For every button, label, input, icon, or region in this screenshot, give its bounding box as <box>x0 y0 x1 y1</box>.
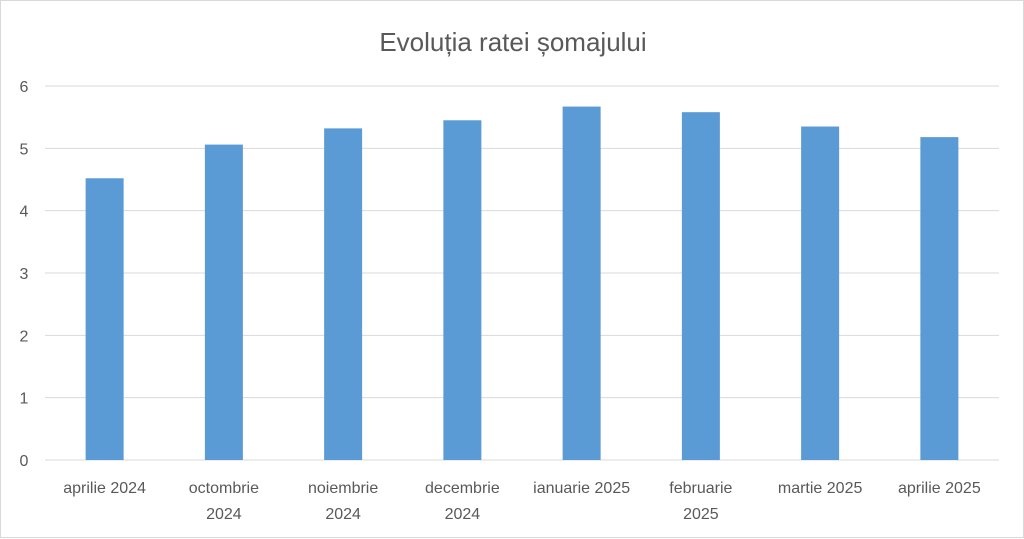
y-tick-label: 4 <box>20 204 29 221</box>
x-tick-label: 2024 <box>445 506 481 523</box>
bars <box>85 106 959 461</box>
bar <box>801 126 840 461</box>
x-tick-label: ianuarie 2025 <box>533 480 630 497</box>
bar <box>562 106 601 460</box>
x-tick-label: 2024 <box>206 506 242 523</box>
y-tick-label: 2 <box>20 328 29 345</box>
x-tick-label: noiembrie <box>308 480 378 497</box>
x-tick-label: februarie <box>669 480 732 497</box>
x-tick-label: decembrie <box>425 480 500 497</box>
x-tick-label: 2024 <box>325 506 361 523</box>
x-tick-label: octombrie <box>189 480 259 497</box>
y-tick-label: 6 <box>20 79 29 96</box>
bar <box>443 120 482 461</box>
bar <box>920 137 959 460</box>
x-tick-label: 2025 <box>683 506 719 523</box>
y-tick-label: 5 <box>20 141 29 158</box>
x-axis-ticks: aprilie 2024 octombrie 2024 noiembrie 2024 de… <box>63 480 981 523</box>
x-tick-label: aprilie 2025 <box>898 480 981 497</box>
x-tick-label: aprilie 2024 <box>63 480 146 497</box>
bar <box>85 178 124 460</box>
chart-title: Evoluția ratei șomajului <box>379 27 646 57</box>
bar <box>204 144 243 461</box>
x-tick-label: martie 2025 <box>778 480 863 497</box>
y-axis-ticks: 0 1 2 3 4 5 6 <box>20 79 29 470</box>
y-tick-label: 0 <box>20 453 29 470</box>
y-tick-label: 3 <box>20 266 29 283</box>
y-tick-label: 1 <box>20 391 29 408</box>
bar <box>681 112 720 461</box>
bar <box>324 128 363 460</box>
gridlines <box>45 85 999 461</box>
